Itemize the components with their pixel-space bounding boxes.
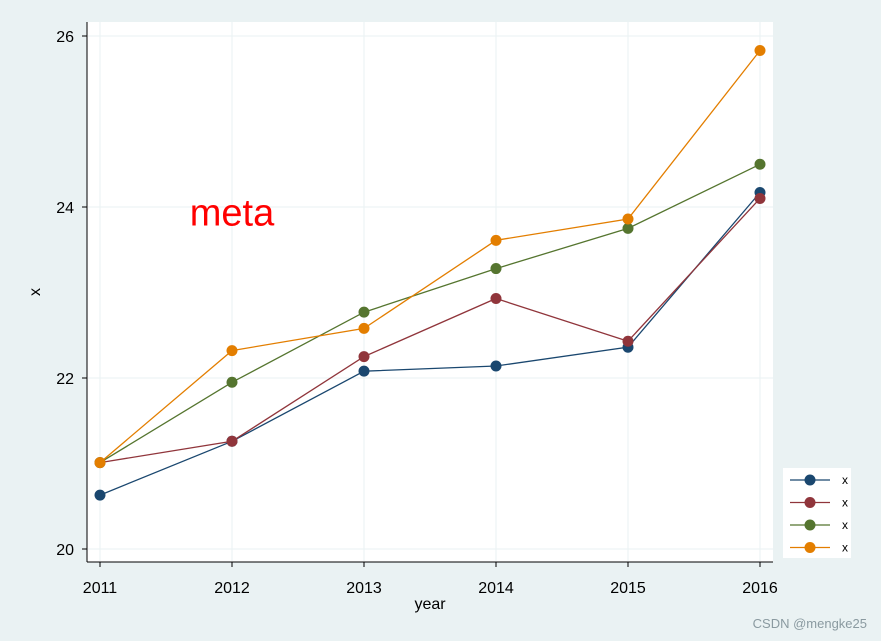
legend-label: x — [842, 496, 848, 510]
x-tick-label: 2014 — [478, 580, 514, 597]
data-point — [490, 360, 502, 372]
data-point — [754, 45, 766, 57]
data-point — [226, 345, 238, 357]
grid — [88, 22, 773, 561]
data-point — [226, 435, 238, 447]
data-point — [358, 306, 370, 318]
x-ticks: 2011 2012 2013 2014 2015 2016 — [83, 562, 778, 597]
x-tick-label: 2015 — [610, 580, 646, 597]
data-point — [622, 335, 634, 347]
data-point — [490, 234, 502, 246]
data-point — [358, 365, 370, 377]
legend-marker — [804, 519, 816, 531]
legend-item: x — [790, 496, 848, 510]
watermark: CSDN @mengke25 — [752, 616, 867, 631]
legend-item: x — [790, 473, 848, 487]
x-tick-label: 2013 — [346, 580, 382, 597]
data-point — [358, 351, 370, 363]
plot-area — [87, 22, 773, 562]
legend-marker — [804, 542, 816, 553]
legend-marker — [804, 497, 816, 508]
series-line — [99, 192, 761, 496]
y-tick-label: 22 — [56, 371, 74, 388]
y-tick-label: 24 — [56, 200, 74, 217]
series-group — [94, 45, 766, 501]
data-point — [94, 489, 106, 501]
x-tick-label: 2012 — [214, 580, 250, 597]
y-tick-label: 20 — [56, 542, 74, 559]
annotation-meta: meta — [190, 192, 275, 234]
series-2 — [94, 192, 766, 469]
y-axis-title: x — [27, 288, 44, 296]
data-point — [754, 158, 766, 170]
data-point — [622, 222, 634, 234]
data-point — [94, 457, 106, 469]
series-line — [99, 197, 761, 464]
x-axis-title: year — [414, 596, 446, 613]
data-point — [622, 213, 634, 225]
data-point — [754, 192, 766, 204]
x-tick-label: 2016 — [742, 580, 778, 597]
x-tick-label: 2011 — [83, 580, 118, 597]
legend-marker — [804, 474, 816, 486]
series-line — [99, 163, 761, 464]
data-point — [490, 292, 502, 304]
legend-label: x — [842, 541, 848, 555]
legend-label: x — [842, 473, 848, 487]
data-point — [358, 322, 370, 334]
legend-item: x — [790, 518, 848, 532]
legend-label: x — [842, 518, 848, 532]
y-tick-label: 26 — [56, 29, 74, 46]
series-4 — [94, 45, 766, 469]
y-ticks: 20 22 24 26 — [56, 29, 87, 559]
legend-item: x — [790, 541, 848, 555]
data-point — [226, 376, 238, 388]
legend-box — [783, 468, 851, 558]
data-point — [490, 263, 502, 275]
series-line — [99, 50, 761, 464]
